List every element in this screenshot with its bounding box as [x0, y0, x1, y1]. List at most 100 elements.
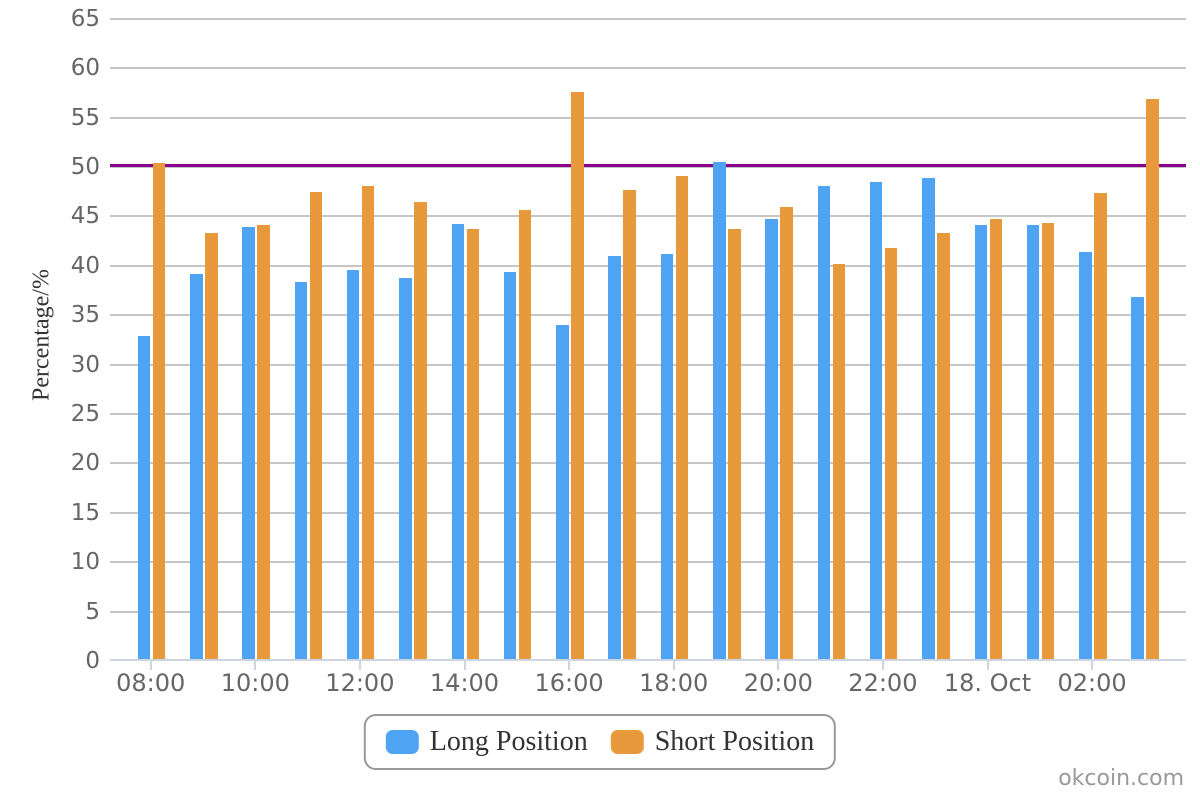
x-tick-20:00 — [777, 661, 780, 670]
y-axis-title: Percentage/% — [28, 269, 55, 401]
gridline-60 — [110, 67, 1186, 70]
bar-long-13:00[interactable] — [399, 277, 412, 660]
y-tick-label-25: 25 — [70, 401, 100, 427]
bar-long-22:00[interactable] — [869, 181, 883, 660]
bar-short-23:00[interactable] — [937, 233, 950, 660]
legend: Long Position Short Position — [363, 714, 837, 770]
bar-short-01:00[interactable] — [1041, 223, 1055, 660]
x-axis-line — [110, 659, 1186, 661]
bar-short-10:00[interactable] — [257, 225, 270, 660]
y-tick-label-20: 20 — [70, 450, 100, 477]
bar-short-18:00[interactable] — [675, 175, 689, 660]
bar-long-20:00[interactable] — [765, 219, 778, 660]
x-tick-10:00 — [254, 661, 257, 670]
x-tick-08:00 — [149, 661, 152, 670]
bar-short-17:00[interactable] — [623, 189, 636, 660]
bar-long-00:00[interactable] — [974, 225, 987, 660]
y-tick-label-40: 40 — [70, 252, 100, 279]
gridline-20 — [110, 462, 1186, 465]
x-tick-18:00 — [672, 661, 675, 670]
bar-short-08:00[interactable] — [152, 163, 166, 660]
bar-long-01:00[interactable] — [1026, 225, 1040, 660]
bar-long-10:00[interactable] — [242, 227, 255, 660]
bar-long-15:00[interactable] — [503, 271, 517, 660]
x-tick-22:00 — [881, 661, 884, 670]
gridline-25 — [110, 413, 1186, 415]
bar-short-21:00[interactable] — [832, 263, 846, 660]
bar-long-16:00[interactable] — [556, 325, 569, 660]
bar-short-11:00[interactable] — [309, 191, 323, 660]
x-tick-label-18:00: 18:00 — [639, 669, 709, 697]
gridline-40 — [110, 264, 1186, 267]
x-tick-label-22:00: 22:00 — [848, 669, 918, 697]
gridline-45 — [110, 215, 1186, 218]
y-tick-label-55: 55 — [70, 104, 100, 131]
gridline-55 — [110, 116, 1186, 119]
x-tick-label-02:00: 02:00 — [1057, 669, 1127, 697]
gridline-30 — [110, 363, 1186, 366]
y-tick-label-65: 65 — [70, 5, 100, 32]
x-tick-label-14:00: 14:00 — [429, 669, 500, 697]
bar-short-22:00[interactable] — [884, 248, 898, 660]
bar-long-14:00[interactable] — [451, 224, 464, 660]
bar-long-09:00[interactable] — [190, 273, 203, 660]
y-tick-label-15: 15 — [70, 499, 100, 526]
plot-area — [110, 0, 1186, 662]
x-tick-label-18. Oct: 18. Oct — [943, 669, 1032, 697]
gridline-15 — [110, 511, 1186, 514]
legend-swatch-long — [385, 730, 419, 754]
legend-item-short[interactable]: Short Position — [610, 726, 815, 758]
bar-long-18:00[interactable] — [660, 253, 674, 660]
bar-long-21:00[interactable] — [817, 185, 831, 660]
bar-short-13:00[interactable] — [414, 201, 427, 660]
bar-long-23:00[interactable] — [922, 177, 935, 660]
x-tick-label-16:00: 16:00 — [534, 669, 604, 697]
y-tick-label-35: 35 — [70, 302, 100, 329]
y-tick-label-45: 45 — [70, 203, 100, 230]
x-tick-14:00 — [463, 661, 466, 670]
plotline-50 — [110, 164, 1186, 167]
bar-long-19:00[interactable] — [713, 162, 726, 660]
bar-long-17:00[interactable] — [608, 255, 621, 660]
bar-short-09:00[interactable] — [205, 233, 218, 660]
y-tick-label-60: 60 — [70, 55, 100, 82]
bar-short-14:00[interactable] — [466, 229, 479, 660]
x-tick-label-08:00: 08:00 — [116, 669, 186, 697]
bar-short-15:00[interactable] — [518, 210, 532, 660]
x-tick-label-10:00: 10:00 — [220, 669, 290, 697]
bar-short-16:00[interactable] — [571, 91, 584, 660]
gridline-5 — [110, 610, 1186, 613]
gridline-10 — [110, 561, 1186, 564]
bar-short-02:00[interactable] — [1094, 192, 1107, 660]
bar-long-08:00[interactable] — [137, 335, 151, 660]
bar-long-02:00[interactable] — [1079, 251, 1092, 660]
bar-short-20:00[interactable] — [780, 206, 793, 660]
y-tick-label-0: 0 — [85, 648, 100, 674]
x-tick-label-12:00: 12:00 — [325, 669, 395, 697]
legend-item-long[interactable]: Long Position — [385, 726, 588, 758]
y-tick-label-10: 10 — [70, 549, 100, 576]
y-tick-label-50: 50 — [70, 154, 100, 180]
bar-short-12:00[interactable] — [361, 185, 375, 660]
gridline-65 — [110, 17, 1186, 20]
watermark: okcoin.com — [1058, 766, 1184, 791]
gridline-35 — [110, 314, 1186, 317]
bar-short-19:00[interactable] — [728, 229, 741, 660]
x-tick-12:00 — [358, 661, 361, 670]
x-tick-18. Oct — [986, 661, 989, 670]
y-tick-label-30: 30 — [70, 351, 100, 378]
bar-long-12:00[interactable] — [346, 269, 360, 660]
legend-swatch-short — [610, 730, 644, 754]
gridline-50 — [110, 166, 1186, 168]
bar-short-03:00[interactable] — [1146, 98, 1159, 660]
x-tick-label-20:00: 20:00 — [743, 669, 813, 697]
bar-short-00:00[interactable] — [989, 219, 1002, 660]
legend-label-long[interactable]: Long Position — [429, 726, 588, 757]
y-tick-label-5: 5 — [85, 598, 100, 625]
legend-label-short[interactable]: Short Position — [654, 726, 815, 757]
x-tick-02:00 — [1091, 661, 1094, 670]
x-tick-16:00 — [568, 661, 571, 670]
bar-long-11:00[interactable] — [294, 281, 308, 660]
bar-long-03:00[interactable] — [1131, 297, 1144, 660]
